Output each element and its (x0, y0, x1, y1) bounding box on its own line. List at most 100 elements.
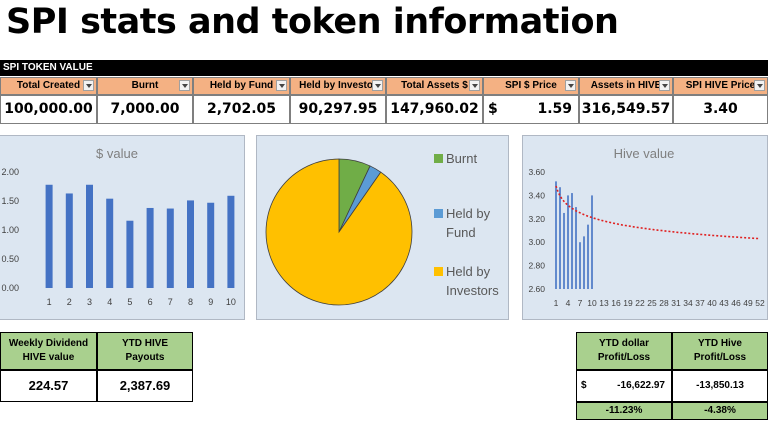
x-tick-label: 13 (599, 298, 609, 308)
x-tick-label: 34 (683, 298, 693, 308)
x-tick-label: 10 (587, 298, 597, 308)
y-tick-label: 2.00 (1, 167, 19, 177)
legend-label: Fund (446, 225, 476, 240)
bar (106, 198, 114, 288)
filter-dropdown-icon[interactable] (469, 80, 480, 91)
filter-dropdown-icon[interactable] (179, 80, 190, 91)
ytd-dollar-profit-loss-header: YTD dollar Profit/Loss (576, 332, 672, 370)
ytd-hive-payouts-header: YTD HIVE Payouts (97, 332, 193, 370)
x-tick-label: 1 (47, 297, 52, 307)
dollar-value-chart-svg: $ value 0.00 0.50 1.00 1.50 2.00 1 2 3 4 5 6 7 8 9 10 (1, 146, 236, 307)
filter-dropdown-icon[interactable] (372, 80, 383, 91)
section-label: SPI TOKEN VALUE (0, 60, 768, 76)
currency-symbol: $ (581, 380, 587, 391)
filter-dropdown-icon[interactable] (565, 80, 576, 91)
header-burnt[interactable]: Burnt (97, 77, 193, 95)
bar (45, 184, 53, 288)
header-line: HIVE value (22, 352, 75, 363)
ytd-dollar-profit-loss-value[interactable]: $ -16,622.97 (576, 370, 672, 402)
value-total-assets[interactable]: 147,960.02 (386, 95, 483, 124)
legend-label: Held by (446, 206, 491, 221)
header-held-by-fund[interactable]: Held by Fund (193, 77, 290, 95)
header-label: Assets in HIVE (590, 80, 662, 91)
value-spi-dollar-price[interactable]: $ 1.59 (483, 95, 579, 124)
header-line: Profit/Loss (693, 352, 747, 363)
x-tick-label: 49 (743, 298, 753, 308)
x-tick-label: 25 (647, 298, 657, 308)
ytd-hive-profit-loss-value[interactable]: -13,850.13 (672, 370, 768, 402)
filter-dropdown-icon[interactable] (659, 80, 670, 91)
x-tick-label: 3 (87, 297, 92, 307)
filter-dropdown-icon[interactable] (754, 80, 765, 91)
header-line: YTD Hive (698, 338, 742, 349)
x-tick-label: 43 (719, 298, 729, 308)
x-tick-label: 10 (226, 297, 236, 307)
bar (166, 208, 174, 288)
legend-swatch (434, 154, 443, 163)
bar (207, 202, 215, 288)
x-tick-label: 1 (554, 298, 559, 308)
pie-chart-svg: Burnt Held by Fund Held by Investors (265, 151, 499, 306)
y-tick-label: 2.80 (528, 261, 545, 271)
y-tick-label: 2.60 (528, 284, 545, 294)
ytd-dollar-percent[interactable]: -11.23% (576, 402, 672, 420)
value-spi-hive-price[interactable]: 3.40 (673, 95, 768, 124)
currency-symbol: $ (488, 101, 498, 117)
header-label: SPI $ Price (505, 80, 557, 91)
x-tick-label: 28 (659, 298, 669, 308)
ytd-hive-payouts-value[interactable]: 2,387.69 (97, 370, 193, 402)
hive-value-chart[interactable]: Hive value 2.60 2.80 3.00 3.20 3.40 3.60 1 4 7 10 1… (522, 135, 768, 320)
header-line: YTD dollar (598, 338, 649, 349)
header-line: Payouts (125, 352, 165, 363)
y-tick-label: 1.50 (1, 196, 19, 206)
value-held-by-fund[interactable]: 2,702.05 (193, 95, 290, 124)
distribution-pie-chart[interactable]: Burnt Held by Fund Held by Investors (256, 135, 509, 320)
title-bar: SPI stats and token information (0, 0, 768, 51)
value-burnt[interactable]: 7,000.00 (97, 95, 193, 124)
x-tick-label: 16 (611, 298, 621, 308)
bar (86, 184, 93, 288)
bar (227, 195, 235, 288)
filter-dropdown-icon[interactable] (276, 80, 287, 91)
weekly-dividend-header: Weekly Dividend HIVE value (0, 332, 97, 370)
legend-label: Burnt (446, 151, 477, 166)
x-tick-label: 2 (67, 297, 72, 307)
header-total-created[interactable]: Total Created (0, 77, 97, 95)
bar (65, 193, 73, 288)
header-label: Total Assets $ (401, 80, 468, 91)
bar (126, 220, 134, 288)
header-spi-hive-price[interactable]: SPI HIVE Price (673, 77, 768, 95)
dollar-value-chart[interactable]: $ value 0.00 0.50 1.00 1.50 2.00 1 2 3 4 5 6 7 8 9 10 (0, 135, 245, 320)
y-tick-label: 3.20 (528, 214, 545, 224)
x-tick-label: 22 (635, 298, 645, 308)
header-assets-in-hive[interactable]: Assets in HIVE (579, 77, 673, 95)
header-total-assets[interactable]: Total Assets $ (386, 77, 483, 95)
bar (187, 200, 194, 288)
filter-dropdown-icon[interactable] (83, 80, 94, 91)
value-total-created[interactable]: 100,000.00 (0, 95, 97, 124)
chart-title: Hive value (614, 146, 675, 161)
weekly-dividend-value[interactable]: 224.57 (0, 370, 97, 402)
value-held-by-investor[interactable]: 90,297.95 (290, 95, 386, 124)
y-tick-label: 0.50 (1, 254, 19, 264)
x-tick-label: 4 (566, 298, 571, 308)
header-line: Profit/Loss (597, 352, 651, 363)
price-amount: 1.59 (537, 101, 572, 117)
header-label: Burnt (131, 80, 159, 91)
y-tick-label: 0.00 (1, 283, 19, 293)
legend-swatch (434, 209, 443, 218)
header-label: Held by Fund (209, 80, 274, 91)
legend-label: Held by (446, 264, 491, 279)
value-assets-in-hive[interactable]: 316,549.57 (579, 95, 673, 124)
profit-loss-amount: -16,622.97 (617, 380, 665, 391)
x-tick-label: 7 (168, 297, 173, 307)
ytd-hive-percent[interactable]: -4.38% (672, 402, 768, 420)
page-title: SPI stats and token information (6, 2, 619, 42)
header-held-by-investor[interactable]: Held by Investor (290, 77, 386, 95)
x-tick-label: 7 (578, 298, 583, 308)
x-tick-label: 46 (731, 298, 741, 308)
x-tick-label: 6 (148, 297, 153, 307)
header-label: SPI HIVE Price (685, 80, 756, 91)
header-spi-dollar-price[interactable]: SPI $ Price (483, 77, 579, 95)
